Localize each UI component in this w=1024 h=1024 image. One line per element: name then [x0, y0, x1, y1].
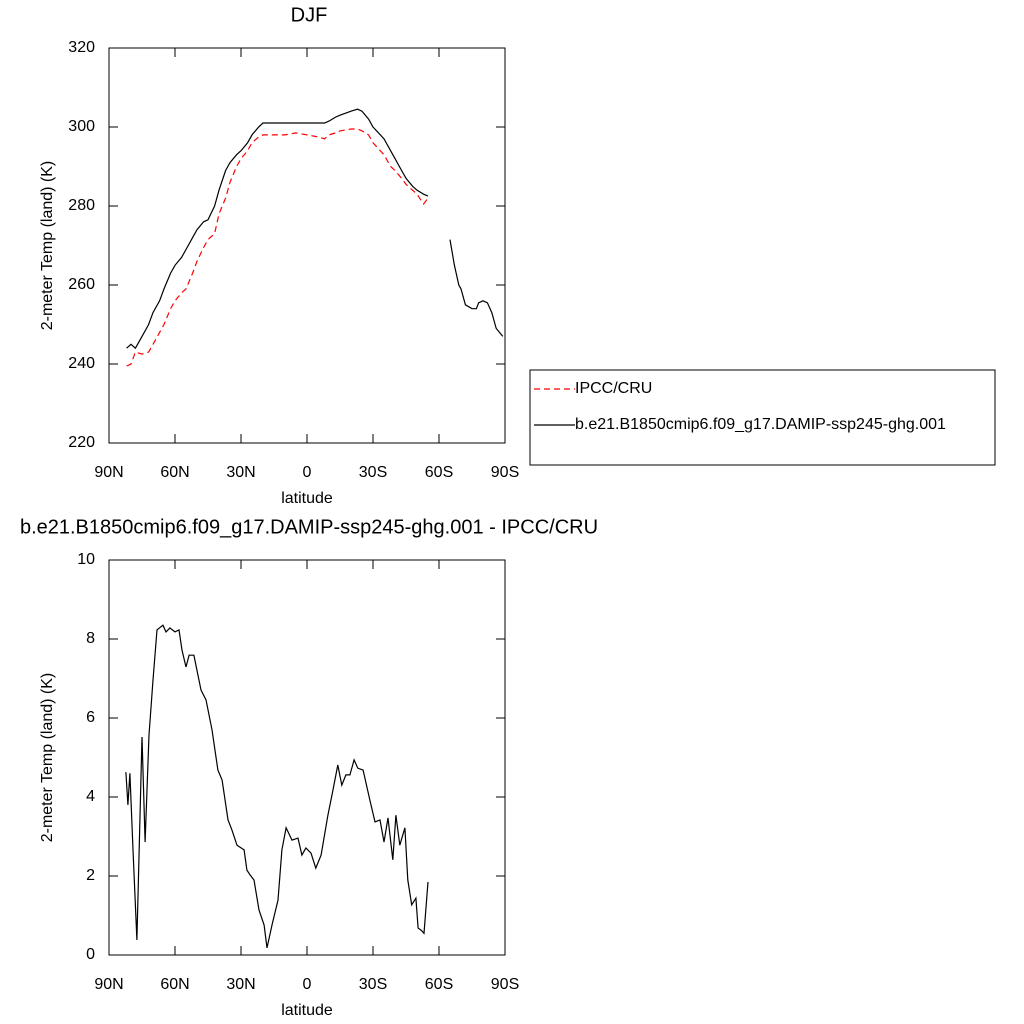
y-tick-label: 4 — [86, 788, 95, 805]
chart-title: DJF — [291, 4, 328, 26]
data-line — [126, 128, 429, 367]
x-tick-label: 60N — [160, 464, 189, 481]
legend-box — [529, 369, 996, 466]
plot-frame — [108, 47, 506, 444]
y-tick-label: 0 — [86, 946, 95, 963]
y-tick-label: 240 — [68, 355, 95, 372]
x-tick-label: 90N — [94, 976, 123, 993]
y-axis-label: 2-meter Temp (land) (K) — [39, 673, 56, 843]
y-tick-label: 8 — [86, 630, 95, 647]
legend-label: IPCC/CRU — [575, 380, 652, 397]
x-tick-label: 30S — [359, 464, 387, 481]
plot-frame — [108, 559, 506, 956]
y-axis-label: 2-meter Temp (land) (K) — [39, 161, 56, 331]
data-line — [125, 624, 429, 949]
x-axis-label: latitude — [281, 1002, 333, 1019]
x-tick-label: 30S — [359, 976, 387, 993]
x-tick-label: 90S — [491, 976, 519, 993]
x-tick-label: 90S — [491, 464, 519, 481]
y-tick-label: 220 — [68, 434, 95, 451]
x-tick-label: 30N — [226, 976, 255, 993]
x-tick-label: 0 — [303, 464, 312, 481]
y-tick-label: 6 — [86, 709, 95, 726]
y-tick-label: 300 — [68, 118, 95, 135]
x-axis-label: latitude — [281, 490, 333, 507]
chart-title: b.e21.B1850cmip6.f09_g17.DAMIP-ssp245-gh… — [20, 516, 598, 538]
y-tick-label: 260 — [68, 276, 95, 293]
x-tick-label: 0 — [303, 976, 312, 993]
data-line — [126, 108, 504, 350]
x-tick-label: 60S — [425, 976, 453, 993]
x-tick-label: 30N — [226, 464, 255, 481]
legend-label: b.e21.B1850cmip6.f09_g17.DAMIP-ssp245-gh… — [575, 416, 946, 433]
x-tick-label: 60S — [425, 464, 453, 481]
x-tick-label: 60N — [160, 976, 189, 993]
y-tick-label: 10 — [77, 551, 95, 568]
x-tick-label: 90N — [94, 464, 123, 481]
y-tick-label: 280 — [68, 197, 95, 214]
y-tick-label: 2 — [86, 867, 95, 884]
y-tick-label: 320 — [68, 39, 95, 56]
